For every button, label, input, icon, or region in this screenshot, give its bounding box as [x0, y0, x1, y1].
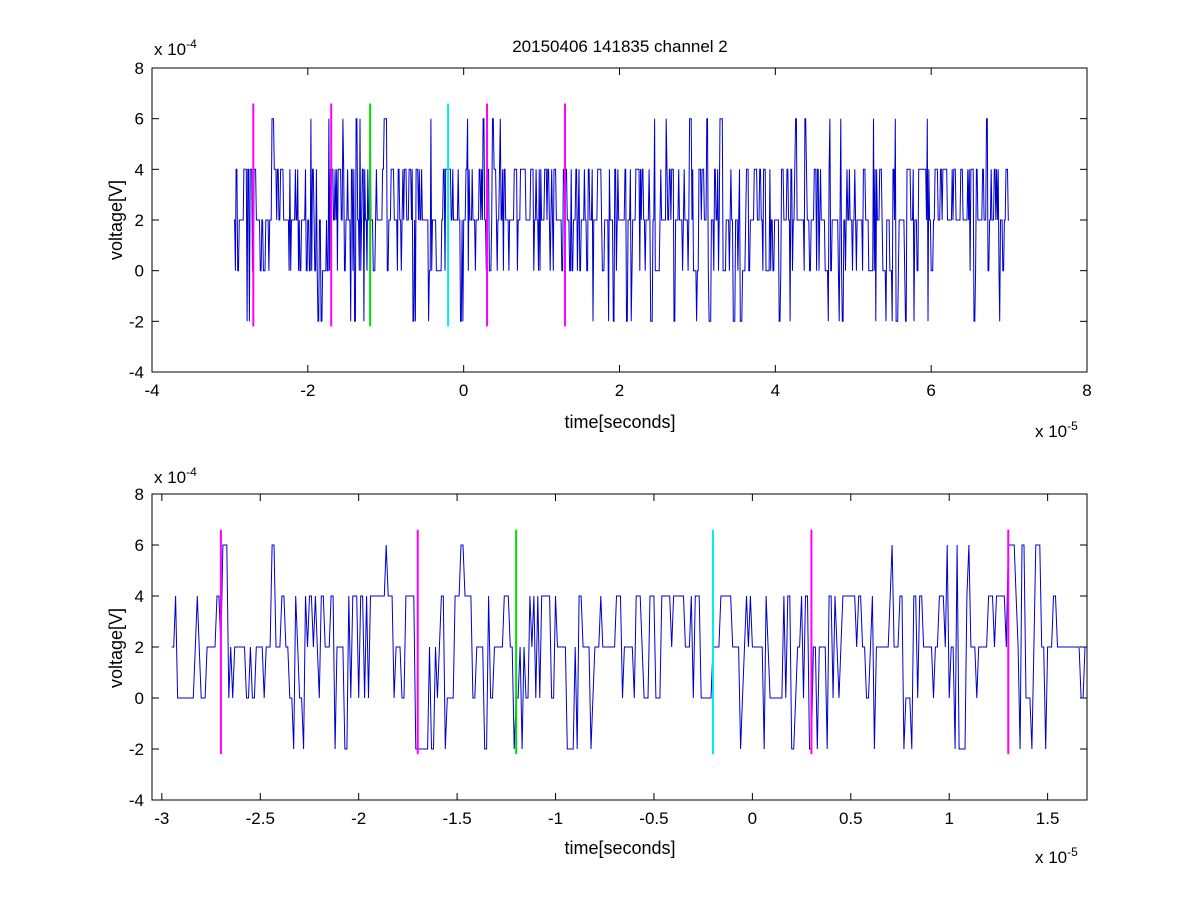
x-tick-label: 6 — [926, 381, 935, 400]
signal-series — [233, 118, 1010, 322]
y-axis-label: voltage[V] — [106, 180, 126, 260]
plot-frame — [151, 493, 1088, 801]
signal-series — [171, 544, 1087, 750]
x-tick-label: -2 — [351, 809, 366, 828]
x-tick-label: 0 — [459, 381, 468, 400]
y-tick-label: 2 — [135, 211, 144, 230]
y-exponent-label: x 10-4 — [154, 465, 197, 487]
y-tick-label: -2 — [129, 740, 144, 759]
x-tick-label: 8 — [1082, 381, 1091, 400]
y-tick-label: 8 — [135, 59, 144, 78]
y-tick-label: -4 — [129, 791, 144, 810]
x-tick-label: 1.5 — [1036, 809, 1060, 828]
y-tick-label: -2 — [129, 312, 144, 331]
y-tick-label: 4 — [135, 587, 144, 606]
x-tick-label: -2.5 — [246, 809, 275, 828]
x-tick-label: -0.5 — [639, 809, 668, 828]
y-tick-label: 0 — [135, 689, 144, 708]
plot-top: time[seconds] voltage[V] x 10-5 x 10-4 -… — [106, 37, 1092, 441]
x-tick-label: 0.5 — [839, 809, 863, 828]
x-tick-label: 4 — [771, 381, 780, 400]
x-axis-label: time[seconds] — [564, 838, 675, 858]
x-tick-label: 1 — [944, 809, 953, 828]
y-tick-label: 4 — [135, 160, 144, 179]
x-tick-label: 0 — [748, 809, 757, 828]
y-axis-label: voltage[V] — [106, 608, 126, 688]
y-tick-label: 6 — [135, 536, 144, 555]
x-tick-label: 2 — [615, 381, 624, 400]
x-exponent-label: x 10-5 — [1035, 845, 1078, 867]
x-axis-label: time[seconds] — [564, 412, 675, 432]
y-tick-label: 6 — [135, 110, 144, 129]
chart-title: 20150406 141835 channel 2 — [512, 37, 728, 56]
y-tick-label: 8 — [135, 485, 144, 504]
plot-bottom: time[seconds] voltage[V] x 10-5 x 10-4 -… — [106, 465, 1088, 867]
x-exponent-label: x 10-5 — [1035, 419, 1078, 441]
x-tick-label: -1 — [548, 809, 563, 828]
x-tick-label: -2 — [300, 381, 315, 400]
y-exponent-label: x 10-4 — [154, 37, 197, 59]
y-tick-label: 0 — [135, 262, 144, 281]
x-tick-label: -1.5 — [442, 809, 471, 828]
x-tick-label: -4 — [144, 381, 159, 400]
y-tick-label: 2 — [135, 638, 144, 657]
x-tick-label: -3 — [154, 809, 169, 828]
y-tick-label: -4 — [129, 363, 144, 382]
